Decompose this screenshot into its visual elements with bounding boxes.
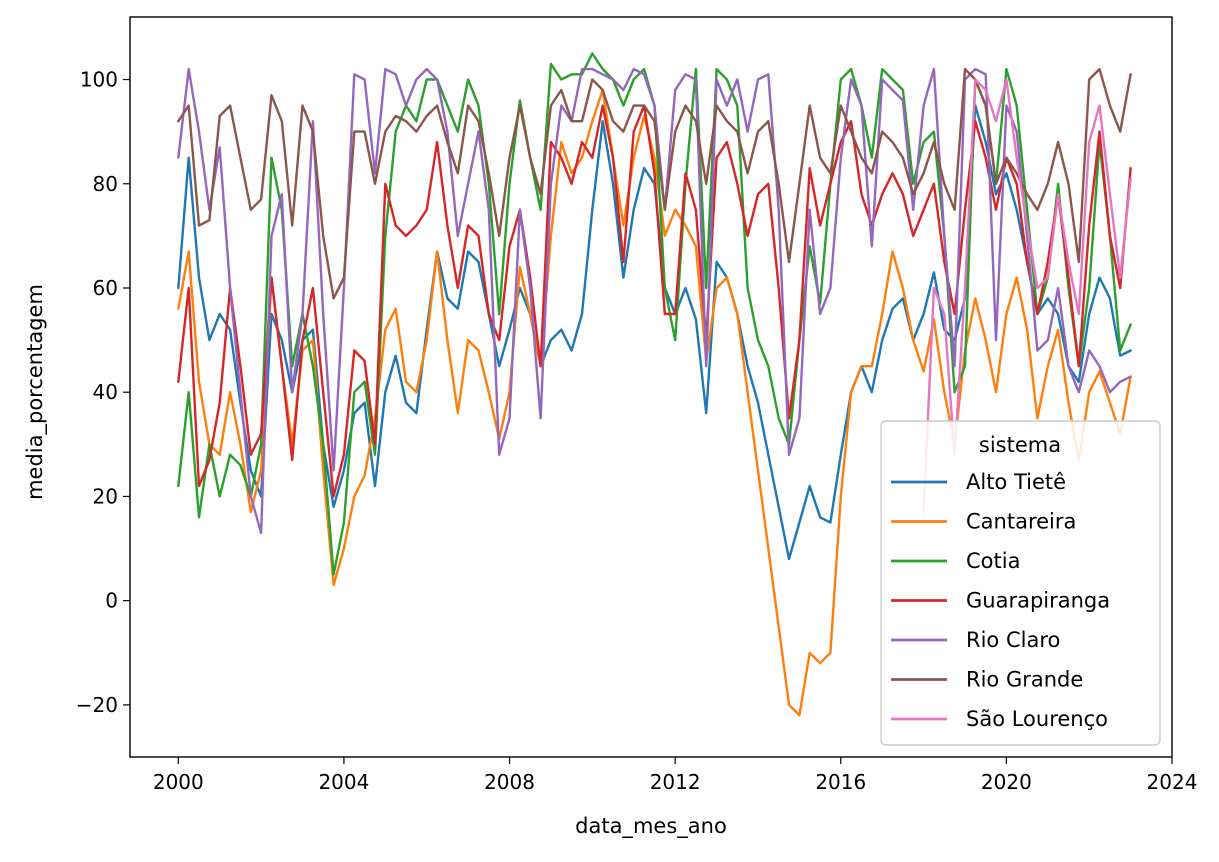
legend-label-cantareira: Cantareira: [966, 510, 1076, 534]
y-tick-label: 20: [93, 484, 118, 508]
legend-box: [880, 420, 1161, 746]
x-tick-label: 2020: [981, 770, 1032, 794]
legend-label-rio-claro: Rio Claro: [966, 628, 1060, 652]
legend-label-guarapiranga: Guarapiranga: [966, 589, 1110, 613]
y-tick-label: 100: [80, 68, 118, 92]
x-tick-label: 2016: [815, 770, 866, 794]
plot-frame: [129, 16, 1173, 758]
x-tick-label: 2012: [650, 770, 701, 794]
legend-label-sao-lourenco: São Lourenço: [966, 707, 1108, 731]
y-tick-label: −20: [76, 693, 118, 717]
x-tick-label: 2000: [153, 770, 204, 794]
x-axis-ticks: 2000 2004 2008 2012 2016 2020 2024: [153, 757, 1198, 794]
y-axis-ticks: −20 0 20 40 60 80 100: [76, 68, 130, 717]
x-axis-label: data_mes_ano: [575, 814, 727, 839]
legend-label-alto-tiete: Alto Tietê: [966, 470, 1066, 494]
series-line-cantareira: [177, 88, 1132, 717]
y-axis-label: media_porcentagem: [23, 284, 48, 500]
legend-label-rio-grande: Rio Grande: [966, 668, 1083, 692]
legend: sistema Alto Tietê Cantareira Cotia Guarapi…: [880, 420, 1161, 746]
legend-items: Alto Tietê Cantareira Cotia Guarapiranga Rio…: [891, 470, 1110, 731]
y-tick-label: 0: [105, 589, 118, 613]
series-line-rio-claro: [177, 67, 1132, 535]
y-tick-label: 80: [93, 172, 118, 196]
x-tick-label: 2004: [318, 770, 369, 794]
series-line-sao-lourenco: [922, 78, 1132, 514]
x-tick-label: 2024: [1147, 770, 1198, 794]
legend-title: sistema: [979, 433, 1061, 457]
series-line-rio-grande: [177, 67, 1132, 300]
legend-label-cotia: Cotia: [966, 549, 1020, 573]
series-lines: [177, 52, 1132, 717]
y-tick-label: 60: [93, 276, 118, 300]
y-tick-label: 40: [93, 380, 118, 404]
x-tick-label: 2008: [484, 770, 535, 794]
